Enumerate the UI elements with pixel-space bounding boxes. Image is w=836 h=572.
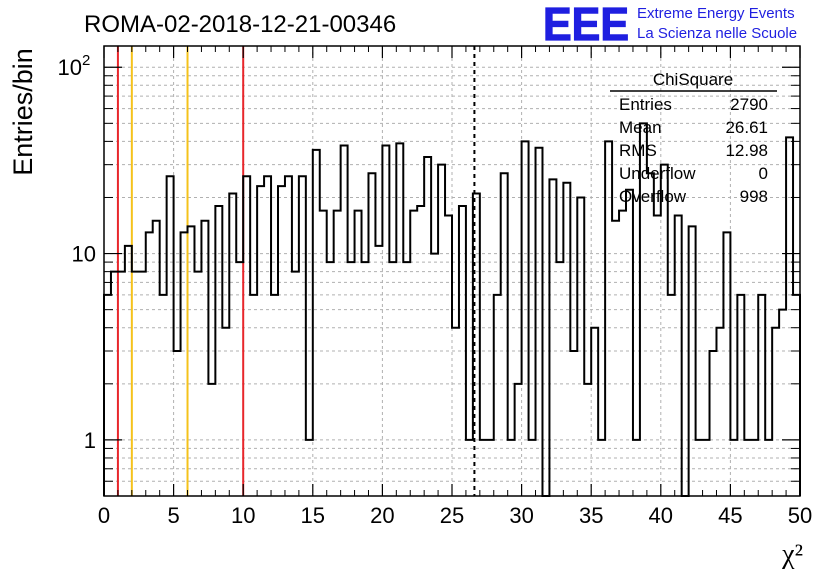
stats-label-underflow: Underflow (619, 164, 696, 183)
histogram-bin (605, 141, 612, 496)
histogram-bin (174, 351, 181, 496)
x-tick-label: 45 (718, 503, 742, 528)
stats-value-underflow: 0 (759, 164, 768, 183)
histogram-bin (716, 328, 723, 496)
histogram-bin (375, 246, 382, 496)
run-title: ROMA-02-2018-12-21-00346 (84, 11, 396, 38)
x-tick-label: 35 (579, 503, 603, 528)
histogram-bin (779, 310, 786, 496)
histogram-bin (654, 216, 661, 496)
y-tick-label: 10 (58, 55, 82, 80)
stats-value-mean: 26.61 (725, 118, 768, 137)
y-tick-label: 10 (72, 242, 96, 267)
histogram-bin (104, 295, 111, 496)
histogram-bin (570, 351, 577, 496)
histogram-bin (445, 216, 452, 496)
histogram-bin (438, 165, 445, 496)
x-tick-label: 50 (788, 503, 812, 528)
x-tick-label: 30 (509, 503, 533, 528)
eee-logo: EEE Extreme Energy Events La Scienza nel… (542, 0, 797, 51)
histogram-bin (424, 157, 431, 496)
stats-value-overflow: 998 (740, 187, 768, 206)
histogram-bin (536, 148, 543, 496)
histogram-bin (431, 254, 438, 496)
x-tick-label: 5 (167, 503, 179, 528)
histogram-bin (229, 194, 236, 496)
histogram-bin (236, 262, 243, 496)
histogram-bin (626, 190, 633, 496)
histogram-bin (591, 328, 598, 496)
histogram-bin (313, 150, 320, 496)
histogram-bin (786, 137, 793, 496)
histogram-bin (647, 173, 654, 496)
histogram-bin (710, 351, 717, 496)
histogram-bin (278, 186, 285, 496)
histogram-bin (452, 328, 459, 496)
histogram-bin (396, 143, 403, 496)
histogram-bin (382, 146, 389, 496)
stats-value-rms: 12.98 (725, 141, 768, 160)
x-tick-label: 0 (98, 503, 110, 528)
histogram-bin (250, 295, 257, 496)
x-tick-label: 10 (231, 503, 255, 528)
stats-box: ChiSquare Entries 2790 Mean 26.61 RMS 12… (610, 70, 777, 206)
histogram-bin (772, 328, 779, 496)
histogram-bin (327, 262, 334, 496)
histogram-bin (389, 262, 396, 496)
histogram-bin (222, 328, 229, 496)
histogram-bin (689, 226, 696, 496)
stats-label-rms: RMS (619, 141, 657, 160)
x-tick-label: 15 (301, 503, 325, 528)
histogram-bin (522, 141, 529, 496)
eee-logo-text: EEE (543, 0, 629, 50)
logo-subtitle-line1: Extreme Energy Events (637, 5, 795, 22)
histogram-bin (758, 295, 765, 496)
histogram-bin (675, 216, 682, 496)
x-tick-label: 25 (440, 503, 464, 528)
stats-value-entries: 2790 (730, 95, 768, 114)
histogram-bin (188, 226, 195, 496)
logo-subtitle-line2: La Scienza nelle Scuole (637, 25, 797, 42)
histogram-bin (368, 173, 375, 496)
histogram-bin (501, 173, 508, 496)
histogram-bin (793, 295, 800, 496)
histogram-bin (271, 295, 278, 496)
histogram-outline (103, 122, 801, 497)
histogram-bin (668, 295, 675, 496)
histogram-bin (348, 262, 355, 496)
histogram-bin (125, 246, 132, 496)
histogram-bin (661, 165, 668, 496)
stats-label-overflow: Overflow (619, 187, 687, 206)
y-axis-label: Entries/bin (8, 48, 38, 176)
y-tick-label: 1 (84, 428, 96, 453)
histogram-bin (403, 262, 410, 496)
histogram-bin (341, 146, 348, 496)
histogram-bin (257, 186, 264, 496)
histogram-bin (737, 295, 744, 496)
histogram-bin (160, 295, 167, 496)
histogram-bin (556, 262, 563, 496)
stats-label-mean: Mean (619, 118, 662, 137)
x-axis-label: χ² (781, 539, 803, 570)
stats-box-title: ChiSquare (653, 70, 733, 89)
x-tick-label: 20 (370, 503, 394, 528)
histogram-bin (577, 197, 584, 496)
stats-label-entries: Entries (619, 95, 672, 114)
histogram-bin (494, 295, 501, 496)
x-tick-label: 40 (649, 503, 673, 528)
y-tick-exponent: 2 (82, 52, 90, 69)
histogram-bin (563, 183, 570, 496)
histogram-bin (362, 262, 369, 496)
